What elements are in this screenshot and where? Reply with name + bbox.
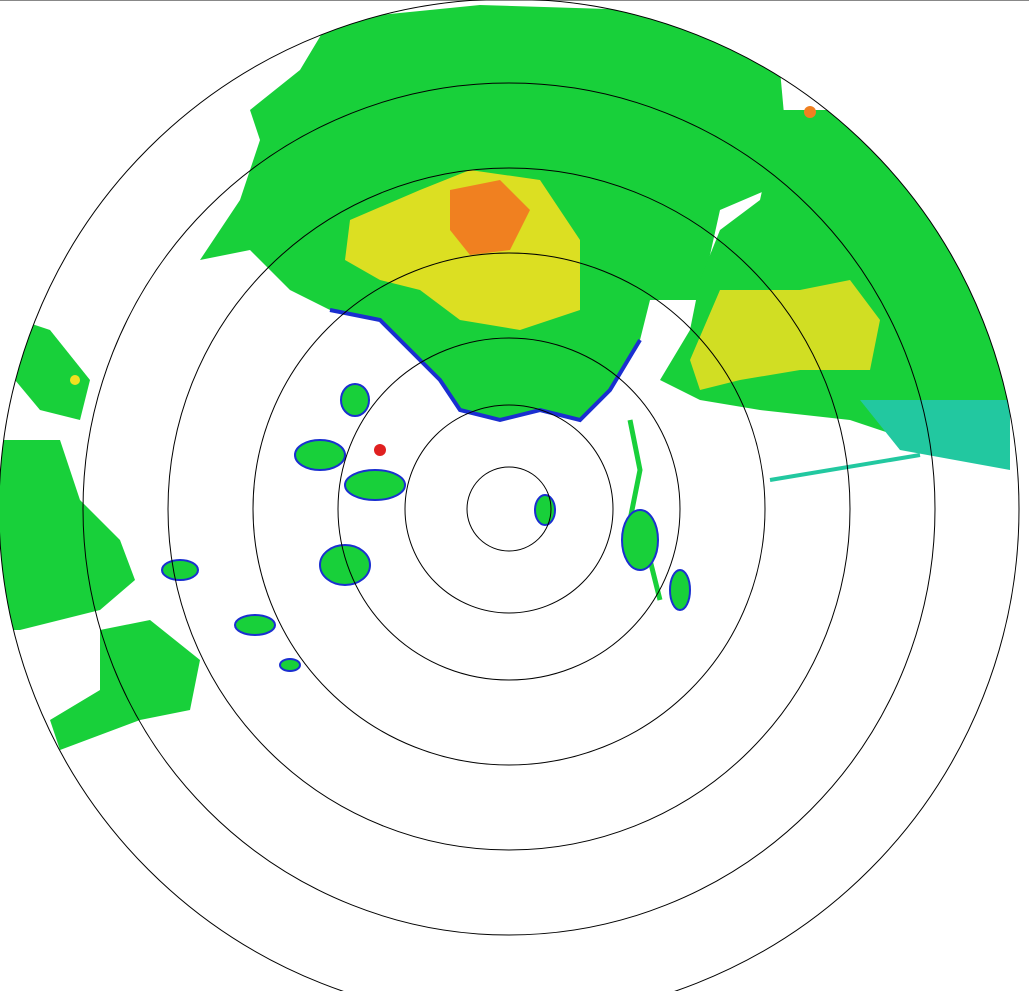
echo-heavy-northeast (690, 280, 880, 390)
echo-extreme-cell (804, 106, 816, 118)
range-ring (404, 404, 614, 614)
echo-east-stratiform (860, 400, 1010, 470)
range-ring (252, 252, 766, 766)
top-border (0, 0, 1029, 1)
echo-intense-north (450, 180, 530, 255)
echo-cell (621, 509, 659, 571)
echo-cell (161, 559, 199, 581)
echo-cell (344, 469, 406, 501)
echo-cell (340, 383, 370, 417)
echo-cell (319, 544, 371, 586)
echo-east-ray (769, 453, 921, 482)
echo-northwest-strip (15, 320, 90, 420)
echo-extreme-cell (374, 444, 386, 456)
echo-cell (669, 569, 691, 611)
range-ring (466, 466, 552, 552)
echo-west-mass (0, 440, 135, 630)
range-ring (167, 167, 851, 851)
echo-cell (279, 658, 301, 672)
range-ring (82, 82, 936, 936)
echo-southwest (50, 620, 200, 750)
range-ring (337, 337, 681, 681)
echo-north-edge (329, 308, 642, 423)
echo-extreme-cell (70, 375, 80, 385)
echo-cell (234, 614, 276, 636)
echo-cell (534, 494, 556, 526)
echo-cell (294, 439, 346, 471)
